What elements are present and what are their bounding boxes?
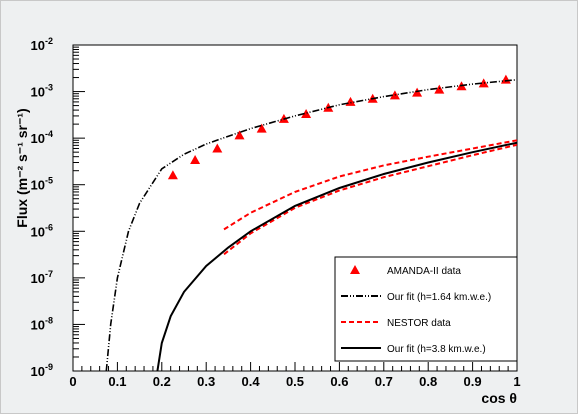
- x-tick-label: 0.7: [375, 374, 393, 389]
- y-tick-label: 10-9: [31, 362, 53, 379]
- amanda-data-point: [478, 78, 489, 88]
- legend: AMANDA-II data Our fit (h=1.64 km.w.e.) …: [334, 256, 518, 362]
- legend-label-fit-2: Our fit (h=3.8 km.w.e.): [387, 344, 486, 355]
- x-tick-label: 0.5: [286, 374, 304, 389]
- y-tick-label: 10-2: [31, 36, 53, 53]
- amanda-data-point: [212, 143, 223, 153]
- x-tick-label: 0.6: [330, 374, 348, 389]
- legend-box: [334, 256, 518, 362]
- y-tick-label: 10-5: [31, 176, 53, 193]
- x-tick-label: 0.3: [197, 374, 215, 389]
- amanda-data-point: [500, 74, 511, 84]
- y-axis-title: Flux (m⁻² s⁻¹ sr⁻¹): [14, 108, 30, 227]
- y-tick-label: 10-7: [31, 269, 53, 286]
- y-tick-label: 10-4: [31, 129, 53, 146]
- amanda-data-point: [434, 84, 445, 94]
- x-tick-label: 0.8: [419, 374, 437, 389]
- amanda-data-point: [167, 170, 178, 180]
- nestor-lower-line: [223, 143, 517, 256]
- series-line-3: [156, 141, 517, 371]
- y-tick-label: 10-8: [31, 315, 53, 332]
- x-tick-label: 0.4: [242, 374, 261, 389]
- amanda-data-point: [301, 108, 312, 118]
- x-tick-label: 0.1: [108, 374, 126, 389]
- x-tick-label: 0.9: [464, 374, 482, 389]
- amanda-data-point: [256, 123, 267, 133]
- nestor-upper-line: [223, 139, 517, 231]
- x-axis-title: cos θ: [481, 390, 517, 406]
- x-tick-label: 0: [69, 374, 76, 389]
- legend-label-nestor: NESTOR data: [387, 318, 451, 329]
- y-tick-label: 10-6: [31, 222, 53, 239]
- series-line-1: [105, 78, 517, 371]
- legend-triangle-marker: [350, 265, 360, 274]
- x-tick-label: 1: [513, 374, 520, 389]
- legend-label-amanda: AMANDA-II data: [387, 266, 461, 277]
- x-tick-label: 0.2: [153, 374, 171, 389]
- legend-label-fit-1: Our fit (h=1.64 km.w.e.): [387, 292, 491, 303]
- amanda-data-point: [234, 130, 245, 140]
- legend-marker-amanda: [350, 265, 360, 274]
- amanda-data-point: [190, 154, 201, 164]
- y-tick-label: 10-3: [31, 83, 53, 100]
